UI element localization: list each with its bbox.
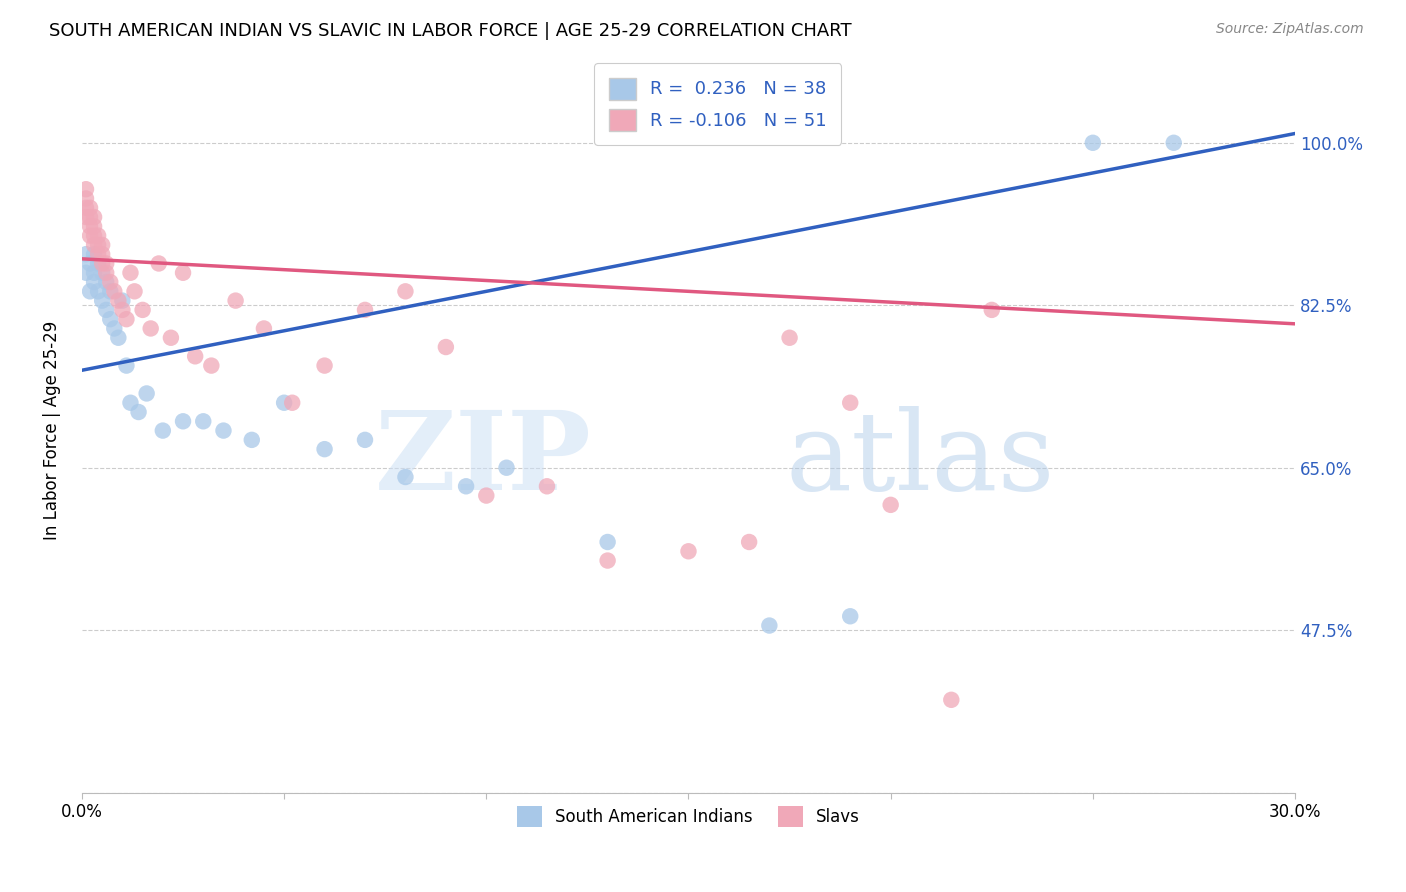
Text: SOUTH AMERICAN INDIAN VS SLAVIC IN LABOR FORCE | AGE 25-29 CORRELATION CHART: SOUTH AMERICAN INDIAN VS SLAVIC IN LABOR… — [49, 22, 852, 40]
Point — [96, 256, 118, 270]
Point — [678, 544, 700, 558]
Point — [131, 302, 153, 317]
Point — [96, 302, 118, 317]
Point — [184, 349, 207, 363]
Point — [120, 266, 142, 280]
Text: Source: ZipAtlas.com: Source: ZipAtlas.com — [1216, 22, 1364, 37]
Point — [79, 201, 101, 215]
Point — [83, 219, 105, 234]
Point — [152, 424, 174, 438]
Point — [779, 331, 801, 345]
Point — [941, 693, 963, 707]
Point — [1081, 136, 1104, 150]
Point — [281, 395, 304, 409]
Point — [91, 247, 114, 261]
Point — [75, 210, 97, 224]
Point — [596, 553, 619, 567]
Point — [83, 238, 105, 252]
Point — [139, 321, 162, 335]
Point — [148, 256, 170, 270]
Point — [394, 470, 416, 484]
Point — [79, 219, 101, 234]
Point — [79, 228, 101, 243]
Point — [75, 247, 97, 261]
Point — [172, 414, 194, 428]
Point — [103, 321, 125, 335]
Point — [172, 266, 194, 280]
Point — [314, 442, 336, 457]
Point — [91, 293, 114, 308]
Point — [738, 535, 761, 549]
Text: atlas: atlas — [786, 406, 1054, 513]
Y-axis label: In Labor Force | Age 25-29: In Labor Force | Age 25-29 — [44, 321, 60, 541]
Point — [79, 285, 101, 299]
Point — [536, 479, 558, 493]
Point — [87, 238, 110, 252]
Point — [1163, 136, 1185, 150]
Point — [83, 228, 105, 243]
Point — [75, 192, 97, 206]
Point — [120, 395, 142, 409]
Point — [124, 285, 146, 299]
Point — [96, 275, 118, 289]
Text: ZIP: ZIP — [374, 406, 592, 513]
Point — [98, 285, 121, 299]
Point — [394, 285, 416, 299]
Point — [839, 395, 862, 409]
Point — [475, 489, 498, 503]
Point — [240, 433, 263, 447]
Point — [839, 609, 862, 624]
Point — [87, 228, 110, 243]
Point — [115, 359, 138, 373]
Point — [91, 238, 114, 252]
Point — [83, 247, 105, 261]
Point — [495, 460, 517, 475]
Point — [103, 285, 125, 299]
Legend: South American Indians, Slavs: South American Indians, Slavs — [509, 798, 869, 835]
Point — [212, 424, 235, 438]
Point — [225, 293, 247, 308]
Point — [75, 201, 97, 215]
Point — [87, 256, 110, 270]
Point — [79, 210, 101, 224]
Point — [456, 479, 478, 493]
Point — [107, 331, 129, 345]
Point — [98, 312, 121, 326]
Point — [354, 433, 377, 447]
Point — [135, 386, 157, 401]
Point — [98, 275, 121, 289]
Point — [111, 302, 134, 317]
Point — [253, 321, 276, 335]
Point — [79, 256, 101, 270]
Point — [75, 182, 97, 196]
Point — [87, 247, 110, 261]
Point — [83, 210, 105, 224]
Point — [200, 359, 222, 373]
Point — [980, 302, 1002, 317]
Point — [91, 266, 114, 280]
Point — [96, 266, 118, 280]
Point — [91, 256, 114, 270]
Point — [111, 293, 134, 308]
Point — [758, 618, 780, 632]
Point — [879, 498, 901, 512]
Point — [107, 293, 129, 308]
Point — [434, 340, 457, 354]
Point — [87, 285, 110, 299]
Point — [115, 312, 138, 326]
Point — [273, 395, 295, 409]
Point — [128, 405, 150, 419]
Point — [83, 266, 105, 280]
Point — [160, 331, 183, 345]
Point — [75, 266, 97, 280]
Point — [193, 414, 215, 428]
Point — [596, 535, 619, 549]
Point — [354, 302, 377, 317]
Point — [314, 359, 336, 373]
Point — [83, 275, 105, 289]
